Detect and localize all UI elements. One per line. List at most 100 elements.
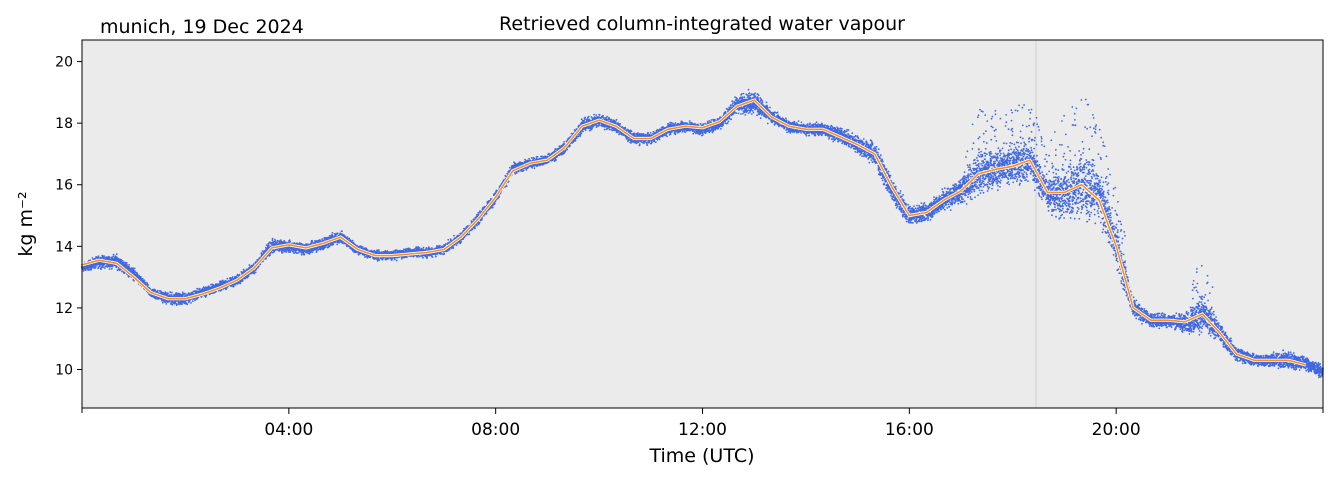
- scatter-point: [224, 279, 227, 282]
- scatter-point: [130, 269, 133, 272]
- scatter-point: [95, 265, 97, 268]
- scatter-point: [161, 301, 164, 304]
- scatter-point: [346, 236, 349, 239]
- scatter-point: [181, 291, 184, 294]
- scatter-point: [378, 259, 380, 261]
- scatter-point: [154, 290, 157, 293]
- scatter-point: [141, 277, 144, 280]
- scatter-point: [147, 284, 150, 286]
- scatter-point: [181, 303, 184, 305]
- scatter-point: [226, 277, 229, 280]
- scatter-point: [191, 300, 194, 303]
- scatter-point: [300, 253, 303, 256]
- scatter-point: [184, 292, 186, 295]
- scatter-point: [176, 303, 179, 306]
- scatter-point: [170, 294, 173, 296]
- scatter-point: [395, 259, 398, 262]
- scatter-point: [112, 253, 115, 256]
- scatter-point: [115, 266, 118, 269]
- scatter-point: [178, 303, 181, 306]
- scatter-point: [295, 252, 298, 255]
- scatter-point: [425, 247, 428, 249]
- plot-area: [82, 40, 1323, 408]
- scatter-point: [341, 233, 344, 235]
- scatter-point: [132, 267, 134, 270]
- scatter-point: [84, 269, 87, 271]
- scatter-point: [246, 276, 249, 279]
- scatter-point: [168, 300, 171, 303]
- scatter-point: [331, 232, 334, 234]
- scatter-point: [419, 255, 421, 258]
- scatter-point: [226, 286, 228, 289]
- scatter-point: [265, 258, 267, 260]
- scatter-point: [406, 256, 408, 259]
- scatter-point: [126, 263, 128, 266]
- scatter-point: [239, 282, 242, 285]
- scatter-point: [220, 289, 223, 291]
- scatter-point: [108, 268, 111, 270]
- scatter-point: [82, 270, 85, 272]
- scatter-point: [422, 256, 424, 259]
- scatter-point: [311, 251, 314, 254]
- scatter-point: [108, 256, 111, 259]
- scatter-point: [361, 246, 364, 248]
- scatter-point: [100, 268, 102, 271]
- scatter-point: [422, 246, 425, 249]
- scatter-point: [171, 291, 173, 294]
- scatter-point: [241, 279, 244, 282]
- scatter-point: [276, 241, 278, 244]
- scatter-point: [439, 244, 441, 247]
- scatter-point: [100, 266, 103, 269]
- scatter-point: [254, 271, 257, 274]
- scatter-point: [289, 240, 292, 243]
- scatter-point: [369, 256, 372, 259]
- scatter-point: [238, 273, 241, 276]
- scatter-point: [426, 256, 429, 258]
- scatter-point: [143, 279, 146, 282]
- scatter-point: [378, 249, 380, 251]
- scatter-point: [133, 267, 136, 270]
- scatter-point: [269, 254, 271, 256]
- scatter-point: [156, 289, 159, 292]
- scatter-point: [121, 270, 123, 273]
- scatter-point: [174, 293, 176, 296]
- scatter-point: [341, 230, 343, 233]
- scatter-point: [253, 272, 256, 275]
- scatter-point: [144, 283, 147, 286]
- scatter-point: [186, 293, 189, 296]
- scatter-point: [194, 299, 196, 302]
- scatter-point: [267, 244, 270, 247]
- scatter-point: [125, 261, 128, 264]
- scatter-point: [196, 288, 199, 290]
- scatter-point: [97, 255, 100, 258]
- scatter-point: [128, 264, 131, 266]
- scatter-point: [188, 292, 190, 294]
- scatter-point: [257, 266, 259, 269]
- scatter-point: [91, 257, 94, 259]
- scatter-point: [128, 266, 131, 268]
- scatter-point: [115, 265, 118, 267]
- scatter-point: [102, 266, 104, 269]
- scatter-point: [89, 259, 92, 262]
- scatter-point: [311, 239, 314, 242]
- scatter-point: [190, 302, 192, 304]
- scatter-point: [140, 276, 142, 278]
- scatter-point: [144, 281, 147, 284]
- scatter-point: [121, 259, 124, 262]
- scatter-point: [281, 251, 284, 254]
- scatter-point: [252, 263, 255, 265]
- scatter-point: [183, 293, 186, 296]
- scatter-point: [117, 258, 120, 260]
- scatter-point: [115, 253, 118, 256]
- scatter-point: [103, 255, 106, 257]
- scatter-point: [186, 303, 189, 306]
- scatter-point: [285, 251, 288, 253]
- scatter-point: [167, 292, 169, 295]
- scatter-point: [303, 253, 306, 256]
- scatter-point: [431, 256, 434, 258]
- scatter-point: [198, 287, 201, 290]
- scatter-point: [336, 232, 339, 235]
- scatter-point: [211, 292, 214, 295]
- scatter-point: [133, 279, 135, 282]
